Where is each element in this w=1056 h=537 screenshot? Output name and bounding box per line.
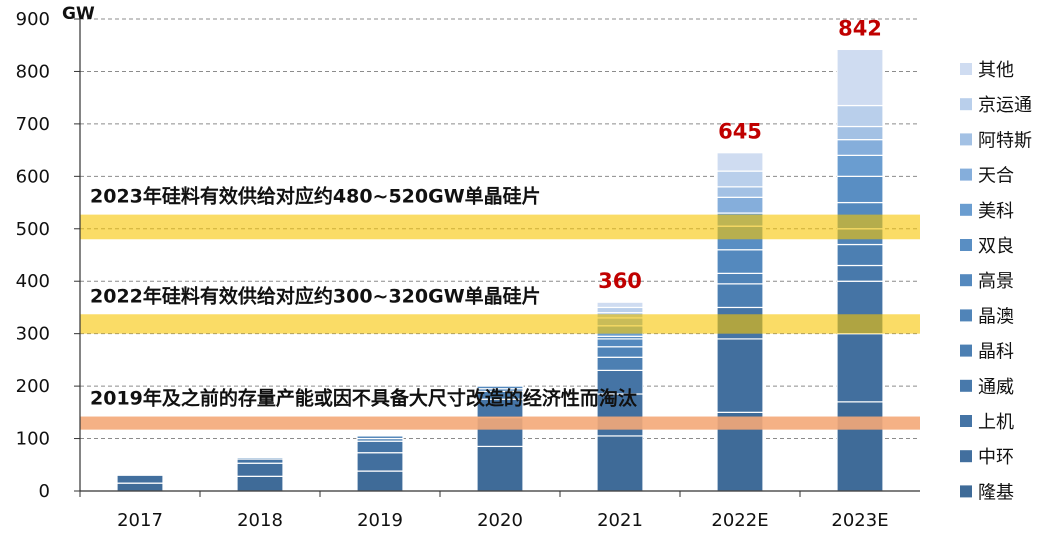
x-tick-label: 2019 (357, 510, 403, 531)
bar-segment (116, 474, 164, 484)
legend-swatch (960, 239, 972, 251)
x-tick-label: 2020 (477, 510, 523, 531)
bar-segment (716, 196, 764, 214)
reference-bands: 2023年硅料有效供给对应约480~520GW单晶硅片 2022年硅料有效供给对应… (80, 185, 920, 430)
legend-swatch (960, 415, 972, 427)
bar-segment (356, 440, 404, 454)
legend-label: 其他 (978, 60, 1014, 81)
total-label: 842 (838, 16, 882, 40)
y-tick-label: 400 (16, 271, 50, 292)
legend-label: 双良 (978, 236, 1014, 257)
bar-segment (476, 385, 524, 390)
bar-segment (236, 458, 284, 464)
bar-segment (836, 243, 884, 267)
bar-segment (596, 306, 644, 314)
legend-label: 天合 (978, 166, 1014, 187)
bar-segment (476, 445, 524, 492)
legend-swatch (960, 485, 972, 498)
total-label: 645 (718, 120, 762, 144)
bar-segment (596, 338, 644, 348)
legend-label: 晶澳 (978, 306, 1014, 327)
bar-segment (836, 175, 884, 204)
legend-swatch (960, 344, 972, 357)
reference-band-label: 2023年硅料有效供给对应约480~520GW单晶硅片 (90, 185, 541, 208)
legend-label: 京运通 (978, 95, 1032, 116)
legend-swatch (960, 450, 972, 463)
reference-band (80, 314, 920, 334)
y-tick-label: 600 (16, 166, 50, 187)
bar-segment (716, 186, 764, 198)
bar-segment (596, 356, 644, 371)
y-tick-label: 200 (16, 376, 50, 397)
bar-segment (596, 346, 644, 358)
reference-band-label: 2022年硅料有效供给对应约300~320GW单晶硅片 (90, 284, 541, 307)
axes: GW 0 100 200 300 400 500 600 700 800 900 2017 2018 2… (16, 4, 920, 531)
legend-label: 隆基 (978, 482, 1014, 503)
total-labels: 360 645 842 (598, 16, 882, 293)
legend-swatch (960, 63, 972, 75)
bar-segment (716, 272, 764, 285)
reference-band (80, 214, 920, 240)
bar-segment (836, 154, 884, 177)
reference-band-label: 2019年及之前的存量产能或因不具备大尺寸改造的经济性而淘汰 (90, 387, 638, 410)
legend-swatch (960, 274, 972, 287)
legend-swatch (960, 98, 972, 111)
bar-segment (356, 452, 404, 472)
bar-segment (716, 170, 764, 188)
bar-segment (836, 139, 884, 156)
bar-segment (836, 333, 884, 403)
legend-swatch (960, 203, 972, 216)
bar-segment (356, 435, 404, 440)
bar-segment (836, 48, 884, 107)
bar-segment (596, 301, 644, 309)
x-tick-label: 2023E (831, 510, 888, 531)
bar-segment (716, 249, 764, 274)
legend-swatch (960, 309, 972, 322)
x-tick-label: 2021 (597, 510, 643, 531)
bar-segment (356, 470, 404, 492)
legend-swatch (960, 133, 972, 146)
y-tick-label: 700 (16, 114, 50, 135)
reference-band (80, 416, 920, 430)
bar-segment (716, 283, 764, 309)
bar-segment (836, 104, 884, 128)
legend-label: 晶科 (978, 342, 1014, 363)
y-tick-label: 900 (16, 9, 50, 30)
bar-segment (236, 456, 284, 460)
bar-segment (716, 338, 764, 413)
y-tick-label: 300 (16, 324, 50, 345)
y-tick-label: 100 (16, 429, 50, 450)
x-tick-label: 2022E (711, 510, 768, 531)
legend-label: 高景 (978, 271, 1014, 292)
x-tick-label: 2018 (237, 510, 283, 531)
legend-label: 中环 (978, 447, 1014, 468)
y-tick-label: 800 (16, 61, 50, 82)
bar-segment (836, 401, 884, 492)
x-tick-label: 2017 (117, 510, 163, 531)
bar-segment (716, 152, 764, 172)
bars (116, 48, 884, 492)
y-tick-label: 0 (39, 481, 50, 502)
legend-label: 通威 (978, 377, 1014, 398)
bar-segment (236, 462, 284, 477)
bar-segment (836, 125, 884, 141)
bar-segment (836, 264, 884, 282)
bar-segment (116, 482, 164, 492)
y-tick-label: 500 (16, 219, 50, 240)
legend-label: 美科 (978, 201, 1014, 222)
legend-label: 阿特斯 (978, 130, 1032, 151)
bar-segment (236, 475, 284, 492)
legend-swatch (960, 379, 972, 392)
legend-label: 上机 (978, 412, 1014, 433)
y-axis-unit-label: GW (62, 4, 95, 24)
legend-swatch (960, 168, 972, 181)
total-label: 360 (598, 269, 642, 293)
bar-segment (596, 435, 644, 492)
